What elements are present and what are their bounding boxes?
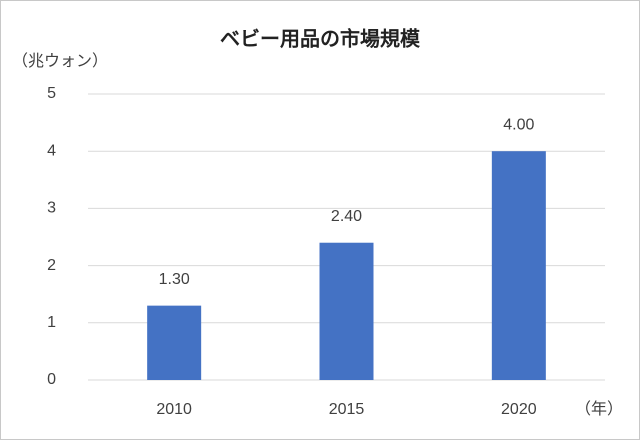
y-tick-label: 5: [47, 85, 56, 102]
bar: [491, 151, 546, 380]
y-axis-label: （兆ウォン）: [12, 52, 108, 70]
x-tick-label: 2010: [156, 401, 192, 418]
y-tick-label: 4: [47, 142, 56, 159]
bar: [319, 242, 374, 380]
x-tick-label: 2015: [329, 401, 365, 418]
x-axis-label: （年）: [575, 400, 623, 418]
y-tick-label: 0: [47, 371, 56, 388]
value-label: 4.00: [503, 116, 534, 133]
chart-title: ベビー用品の市場規模: [220, 26, 421, 50]
y-tick-label: 3: [47, 200, 56, 217]
x-tick-label: 2020: [501, 401, 537, 418]
value-label: 2.40: [331, 208, 362, 225]
value-label: 1.30: [159, 271, 190, 288]
bar: [147, 305, 202, 380]
y-tick-label: 2: [47, 257, 56, 274]
y-tick-label: 1: [47, 314, 56, 331]
